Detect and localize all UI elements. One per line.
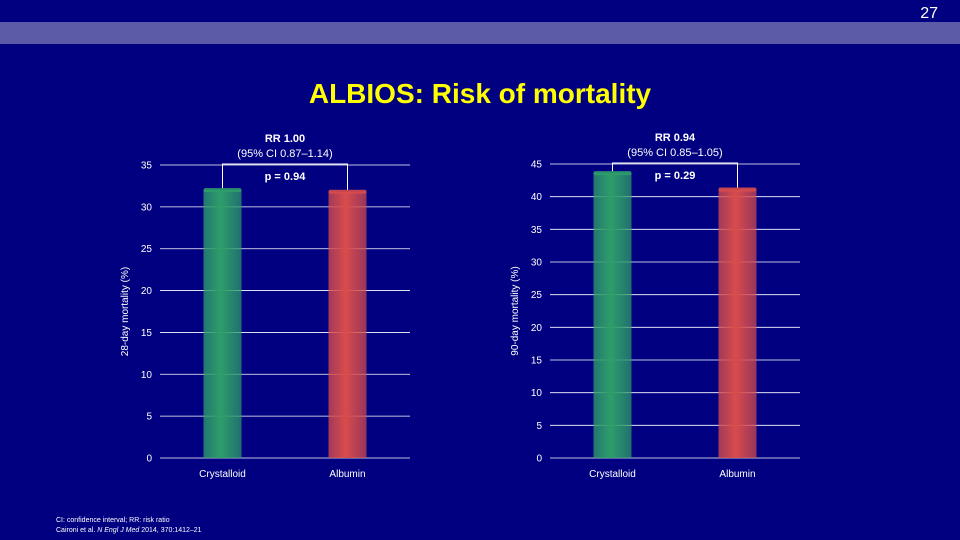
- y-tick-label: 0: [536, 454, 542, 465]
- chart-28-day-mortality: 0 5 10 15 20 25 30 35 28-day mortality (%) Crysta…: [120, 133, 410, 480]
- bar-crystalloid: [593, 173, 632, 458]
- y-tick-label: 35: [531, 225, 543, 236]
- y-axis-label: 90-day mortality (%): [510, 266, 521, 355]
- citation-journal: N Engl J Med: [97, 527, 140, 534]
- comparison-bracket: [612, 162, 738, 188]
- footer-abbreviations: CI: confidence interval; RR: risk ratio: [56, 517, 170, 524]
- y-tick-label: 30: [531, 258, 543, 269]
- confidence-interval-label: (95% CI 0.87–1.14): [237, 148, 332, 160]
- citation-details: 2014, 370:1412–21: [139, 527, 202, 534]
- y-tick-label: 25: [141, 244, 153, 255]
- bar-cap-albumin: [328, 189, 367, 194]
- x-category-label: Crystalloid: [589, 469, 636, 480]
- x-category-label: Albumin: [719, 469, 755, 480]
- slide-title: ALBIOS: Risk of mortality: [308, 78, 652, 109]
- x-category-label: Crystalloid: [199, 469, 246, 480]
- y-tick-label: 10: [141, 370, 153, 381]
- bar-cap-albumin: [718, 187, 757, 192]
- y-tick-label: 5: [146, 412, 152, 423]
- y-tick-label: 15: [531, 356, 543, 367]
- y-tick-label: 20: [531, 323, 543, 334]
- risk-ratio-label: RR 1.00: [265, 133, 305, 145]
- bar-crystalloid: [203, 190, 242, 458]
- y-tick-label: 0: [146, 454, 152, 465]
- y-tick-label: 15: [141, 328, 153, 339]
- p-value-label: p = 0.94: [265, 171, 307, 183]
- header-band: [0, 22, 960, 44]
- y-tick-label: 30: [141, 202, 153, 213]
- comparison-bracket: [222, 163, 348, 190]
- bar-albumin: [328, 191, 367, 458]
- y-tick-label: 40: [531, 192, 543, 203]
- y-axis-label: 28-day mortality (%): [120, 267, 131, 356]
- y-tick-label: 20: [141, 286, 153, 297]
- citation-authors: Caironi et al.: [56, 527, 98, 534]
- footer-citation: Caironi et al. N Engl J Med 2014, 370:14…: [56, 527, 202, 534]
- y-tick-label: 45: [531, 160, 543, 171]
- y-tick-label: 25: [531, 290, 543, 301]
- risk-ratio-label: RR 0.94: [655, 132, 696, 144]
- page-number: 27: [920, 5, 938, 22]
- x-category-label: Albumin: [329, 469, 365, 480]
- y-tick-label: 10: [531, 388, 543, 399]
- p-value-label: p = 0.29: [655, 170, 696, 182]
- bar-cap-crystalloid: [203, 188, 242, 193]
- bar-cap-crystalloid: [593, 171, 632, 176]
- chart-90-day-mortality: 0 5 10 15 20 25 30 35 40 45 90-day mortality (%) Cr…: [510, 132, 800, 480]
- bar-albumin: [718, 189, 757, 458]
- confidence-interval-label: (95% CI 0.85–1.05): [627, 147, 722, 159]
- y-tick-label: 35: [141, 161, 153, 172]
- y-tick-label: 5: [536, 421, 542, 432]
